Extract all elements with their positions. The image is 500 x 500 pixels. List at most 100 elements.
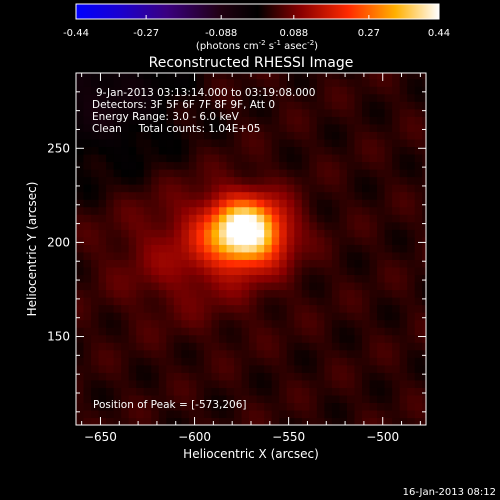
heatmap-cell (98, 214, 107, 223)
heatmap-cell (301, 364, 310, 373)
heatmap-cell (158, 417, 167, 425)
heatmap-cell (271, 138, 280, 148)
heatmap-cell (203, 259, 213, 268)
heatmap-cell (226, 206, 235, 215)
heatmap-cell (83, 101, 92, 110)
heatmap-cell (226, 78, 235, 87)
x-tick-label: −600 (178, 430, 211, 444)
heatmap-cell (83, 138, 92, 148)
heatmap-cell (98, 86, 107, 95)
heatmap-cell (422, 251, 426, 260)
heatmap-cell (331, 402, 341, 411)
heatmap-cell (226, 417, 235, 425)
heatmap-cell (158, 236, 167, 245)
heatmap-cell (181, 206, 190, 215)
heatmap-cell (121, 251, 130, 260)
heatmap-cell (203, 206, 213, 215)
heatmap-cell (369, 364, 378, 373)
heatmap-cell (113, 244, 122, 253)
heatmap-cell (346, 161, 356, 170)
heatmap-cell (256, 206, 265, 215)
heatmap-cell (166, 251, 175, 260)
heatmap-cell (113, 116, 122, 125)
heatmap-cell (219, 153, 228, 163)
heatmap-cell (241, 349, 250, 358)
heatmap-cell (106, 372, 115, 381)
heatmap-cell (211, 131, 220, 140)
annotation-energy-range: Energy Range: 3.0 - 6.0 keV (92, 111, 240, 123)
heatmap-cell (196, 191, 205, 200)
heatmap-cell (301, 244, 310, 253)
heatmap-cell (271, 244, 280, 253)
heatmap-cell (324, 78, 333, 87)
heatmap-cell (249, 387, 258, 396)
heatmap-cell (346, 78, 356, 87)
heatmap-cell (271, 184, 280, 193)
heatmap-cell (181, 221, 190, 230)
heatmap-cell (234, 334, 243, 343)
heatmap-cell (143, 199, 152, 208)
heatmap-cell (226, 259, 235, 268)
heatmap-cell (339, 176, 348, 185)
heatmap-cell (256, 221, 265, 230)
heatmap-cell (354, 93, 363, 102)
heatmap-cell (188, 409, 198, 419)
heatmap-cell (309, 86, 318, 95)
heatmap-cell (219, 297, 228, 306)
heatmap-cell (346, 334, 356, 343)
heatmap-cell (271, 229, 280, 238)
heatmap-cell (384, 266, 393, 276)
heatmap-cell (241, 274, 250, 283)
heatmap-cell (211, 281, 220, 291)
heatmap-cell (324, 364, 333, 373)
heatmap-cell (339, 319, 348, 328)
heatmap-cell (91, 402, 100, 411)
heatmap-cell (106, 304, 115, 313)
heatmap-cell (106, 221, 115, 230)
heatmap-cell (256, 372, 265, 381)
heatmap-cell (362, 146, 371, 155)
heatmap-cell (128, 387, 137, 396)
heatmap-cell (414, 274, 423, 283)
heatmap-cell (91, 169, 100, 178)
heatmap-cell (226, 244, 235, 253)
heatmap-cell (241, 297, 250, 306)
heatmap-cell (226, 289, 235, 298)
heatmap-cell (241, 199, 250, 208)
heatmap-cell (166, 379, 175, 388)
heatmap-cell (286, 131, 295, 140)
heatmap-cell (158, 86, 167, 95)
heatmap-cell (249, 153, 258, 163)
heatmap-cell (392, 327, 401, 336)
heatmap-cell (241, 176, 250, 185)
heatmap-cell (384, 334, 393, 343)
heatmap-cell (392, 372, 401, 381)
heatmap-cell (241, 146, 250, 155)
heatmap-cell (203, 327, 213, 336)
heatmap-cell (211, 184, 220, 193)
heatmap-cell (173, 251, 182, 260)
heatmap-cell (128, 93, 137, 102)
heatmap-cell (136, 244, 145, 253)
heatmap-cell (377, 334, 386, 343)
heatmap-cell (369, 123, 378, 132)
heatmap-cell (354, 86, 363, 95)
heatmap-cell (422, 86, 426, 95)
heatmap-cell (219, 342, 228, 351)
heatmap-cell (203, 312, 213, 321)
heatmap-cell (384, 312, 393, 321)
heatmap-cell (143, 138, 152, 148)
heatmap-cell (166, 229, 175, 238)
heatmap-cell (203, 342, 213, 351)
heatmap-cell (143, 372, 152, 381)
heatmap-cell (301, 199, 310, 208)
heatmap-cell (113, 123, 122, 132)
heatmap-cell (151, 169, 160, 178)
heatmap-cell (128, 229, 137, 238)
heatmap-cell (234, 191, 243, 200)
heatmap-cell (354, 342, 363, 351)
heatmap-cell (392, 417, 401, 425)
heatmap-cell (226, 266, 235, 276)
heatmap-cell (143, 349, 152, 358)
heatmap-cell (362, 176, 371, 185)
